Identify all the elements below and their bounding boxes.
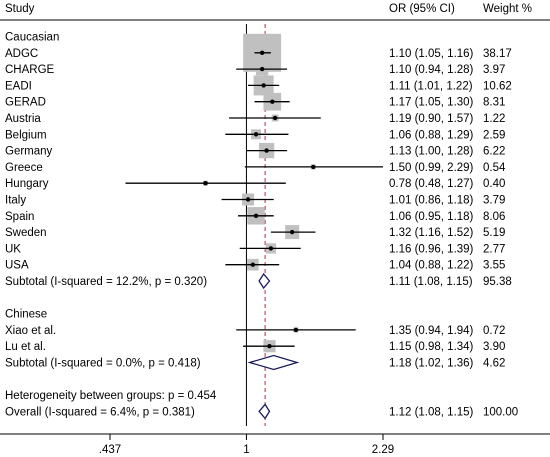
point-estimate [261, 83, 266, 88]
or-ci-value: 1.15 (0.98, 1.34) [389, 341, 474, 353]
subtotal-diamond [258, 272, 271, 290]
or-ci-value: 1.04 (0.88, 1.22) [389, 260, 474, 272]
point-estimate [259, 66, 265, 72]
or-ci-value: 1.10 (0.94, 1.28) [389, 64, 474, 76]
or-ci-value: 1.06 (0.88, 1.29) [389, 129, 474, 141]
group-heading: Caucasian [5, 32, 59, 44]
study-label: Belgium [5, 129, 47, 141]
point-estimate [264, 148, 269, 153]
subtotal-weight: 95.38 [483, 276, 512, 288]
weight-value: 2.77 [483, 243, 505, 255]
point-estimate [259, 50, 265, 55]
group-heading: Chinese [5, 309, 47, 321]
subtotal-label: Subtotal (I-squared = 12.2%, p = 0.320) [5, 276, 207, 288]
overall-label: Overall (I-squared = 6.4%, p = 0.381) [5, 406, 195, 418]
study-label: ADGC [5, 48, 38, 60]
weight-value: 8.06 [483, 211, 505, 223]
forest-rows: Caucasian ADGC 1.10 (1.05, 1.16) 38.17 CHARG… [5, 24, 518, 426]
or-ci-value: 1.13 (1.00, 1.28) [389, 146, 474, 158]
x-axis-ticks: .437 1 2.29 [99, 434, 394, 456]
or-ci-value: 1.19 (0.90, 1.57) [389, 113, 474, 125]
overall-or-ci: 1.12 (1.08, 1.15) [389, 406, 474, 418]
point-estimate [250, 262, 256, 267]
weight-value: 3.55 [483, 260, 505, 272]
study-label: GERAD [5, 97, 46, 109]
study-label: Austria [5, 113, 41, 125]
study-label: Hungary [5, 178, 49, 190]
study-label: Sweden [5, 227, 47, 239]
study-label: EADI [5, 80, 32, 92]
x-tick-label: 1 [243, 444, 249, 456]
subtotal-or-ci: 1.18 (1.02, 1.36) [389, 358, 474, 370]
point-estimate [268, 246, 274, 251]
weight-value: 3.97 [483, 64, 505, 76]
point-estimate [272, 115, 278, 121]
subtotal-label: Subtotal (I-squared = 0.0%, p = 0.418) [5, 358, 201, 370]
study-label: USA [5, 260, 29, 272]
weight-value: 5.19 [483, 227, 505, 239]
study-label: CHARGE [5, 64, 55, 76]
or-ci-value: 1.17 (1.05, 1.30) [389, 97, 474, 109]
study-label: Xiao et al. [5, 325, 56, 337]
weight-column-header: Weight % [483, 3, 532, 15]
study-label: Spain [5, 211, 34, 223]
weight-value: 3.79 [483, 195, 505, 207]
study-column-header: Study [5, 3, 35, 15]
point-estimate [245, 197, 251, 202]
weight-value: 6.22 [483, 146, 505, 158]
study-label: UK [5, 243, 21, 255]
weight-value: 3.90 [483, 341, 505, 353]
overall-weight: 100.00 [483, 406, 518, 418]
or-ci-value: 1.06 (0.95, 1.18) [389, 211, 474, 223]
subtotal-diamond [247, 354, 300, 371]
or-ci-value: 0.78 (0.48, 1.27) [389, 178, 474, 190]
overall-diamond [258, 403, 271, 420]
point-estimate [311, 164, 316, 170]
or-ci-value: 1.10 (1.05, 1.16) [389, 48, 474, 60]
weight-value: 1.22 [483, 113, 505, 125]
subtotal-weight: 4.62 [483, 358, 505, 370]
point-estimate [253, 132, 259, 137]
x-tick-label: 2.29 [372, 444, 394, 456]
or-ci-value: 1.11 (1.01, 1.22) [389, 80, 473, 92]
weight-value: 8.31 [483, 97, 505, 109]
or-ci-value: 1.16 (0.96, 1.39) [389, 243, 474, 255]
point-estimate [203, 181, 208, 186]
weight-value: 0.72 [483, 325, 505, 337]
point-estimate [270, 99, 275, 104]
weight-value: 2.59 [483, 129, 505, 141]
point-estimate [293, 327, 299, 333]
study-label: Greece [5, 162, 43, 174]
study-label: Lu et al. [5, 341, 46, 353]
weight-value: 10.62 [483, 80, 512, 92]
or-ci-value: 1.35 (0.94, 1.94) [389, 325, 474, 337]
weight-value: 0.54 [483, 162, 506, 174]
or-ci-value: 1.32 (1.16, 1.52) [389, 227, 474, 239]
point-estimate [289, 229, 295, 235]
weight-value: 0.40 [483, 178, 505, 190]
x-tick-label: .437 [99, 444, 121, 456]
or-ci-column-header: OR (95% CI) [389, 3, 455, 15]
or-ci-value: 1.50 (0.99, 2.29) [389, 162, 474, 174]
heterogeneity-text: Heterogeneity between groups: p = 0.454 [5, 390, 217, 402]
point-estimate [253, 213, 259, 218]
point-estimate [267, 344, 272, 349]
subtotal-or-ci: 1.11 (1.08, 1.15) [389, 276, 473, 288]
or-ci-value: 1.01 (0.86, 1.18) [389, 195, 474, 207]
weight-value: 38.17 [483, 48, 512, 60]
study-label: Italy [5, 195, 26, 207]
study-label: Germany [5, 146, 53, 158]
